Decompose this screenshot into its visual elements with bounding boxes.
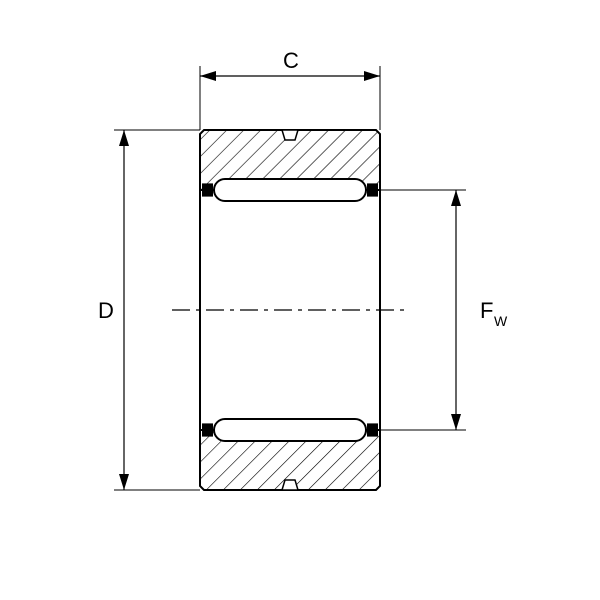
dimension-label-fw-subscript: W	[494, 313, 508, 329]
dimension-label-c: C	[283, 48, 299, 73]
dimension-label-d: D	[98, 298, 114, 323]
bearing-cross-section-diagram: C D FW	[0, 0, 600, 600]
dimension-label-fw: F	[480, 298, 493, 323]
